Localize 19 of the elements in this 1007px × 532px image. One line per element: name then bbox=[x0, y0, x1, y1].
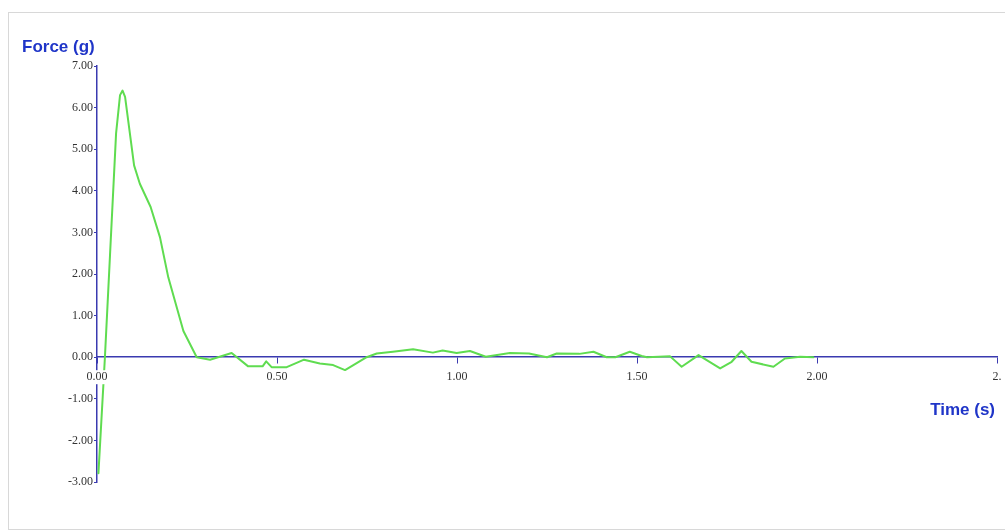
x-tick-label: 1.00 bbox=[446, 369, 468, 384]
y-tick-label: 4.00 bbox=[72, 182, 93, 197]
y-tick-label: -2.00 bbox=[68, 432, 93, 447]
y-tick-label: -3.00 bbox=[68, 474, 93, 489]
x-tick-label: 0.00 bbox=[86, 369, 108, 384]
y-tick-label: 3.00 bbox=[72, 224, 93, 239]
y-tick-label: -1.00 bbox=[68, 390, 93, 405]
y-tick-label: 1.00 bbox=[72, 307, 93, 322]
y-tick-label: 0.00 bbox=[72, 349, 93, 364]
x-tick-label: 1.50 bbox=[626, 369, 648, 384]
x-tick-label: 0.50 bbox=[266, 369, 288, 384]
y-tick-label: 7.00 bbox=[72, 58, 93, 73]
y-tick-label: 5.00 bbox=[72, 141, 93, 156]
y-tick-label: 2.00 bbox=[72, 266, 93, 281]
y-tick-label: 6.00 bbox=[72, 99, 93, 114]
x-tick-label: 2. bbox=[992, 369, 1002, 384]
y-axis-title: Force (g) bbox=[22, 37, 95, 56]
x-tick-label: 2.00 bbox=[806, 369, 828, 384]
x-axis-title: Time (s) bbox=[930, 400, 995, 420]
